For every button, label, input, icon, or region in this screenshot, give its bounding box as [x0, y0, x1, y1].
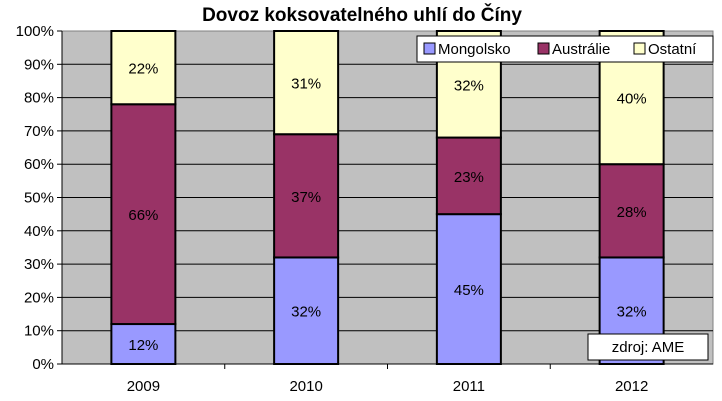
y-tick-label: 20%: [24, 289, 54, 306]
data-label: 45%: [454, 282, 484, 299]
data-label: 32%: [291, 304, 321, 321]
bar-mongolsko-2011: [435, 213, 502, 365]
data-label: 32%: [617, 304, 647, 321]
legend-swatch-ostatní: [633, 42, 646, 55]
y-tick-label: 50%: [24, 190, 54, 207]
y-tick-label: 70%: [24, 123, 54, 140]
legend-swatch-austrálie: [537, 42, 550, 55]
legend: [416, 35, 714, 63]
data-label: 28%: [617, 204, 647, 221]
y-tick-label: 10%: [24, 323, 54, 340]
y-tick-label: 90%: [24, 56, 54, 73]
data-label: 12%: [128, 337, 158, 354]
data-label: 40%: [617, 91, 647, 108]
source-annotation: zdroj: AME: [612, 339, 685, 356]
data-label: 31%: [291, 76, 321, 93]
bar-ostatní-2010: [273, 30, 340, 136]
bar-austrálie-2012: [598, 163, 665, 259]
bar-austrálie-2011: [435, 136, 502, 216]
y-tick-label: 0%: [32, 356, 54, 373]
legend-label: Ostatní: [648, 41, 697, 58]
x-tick-label: 2010: [289, 378, 322, 395]
bar-mongolsko-2010: [273, 256, 340, 365]
y-tick-label: 80%: [24, 90, 54, 107]
x-tick-label: 2012: [615, 378, 648, 395]
legend-label: Austrálie: [552, 41, 610, 58]
y-tick-label: 60%: [24, 156, 54, 173]
data-label: 22%: [128, 61, 158, 78]
data-label: 23%: [454, 169, 484, 186]
bar-austrálie-2009: [110, 103, 177, 326]
bar-austrálie-2010: [273, 133, 340, 259]
x-tick-label: 2009: [127, 378, 160, 395]
data-label: 37%: [291, 189, 321, 206]
y-tick-label: 40%: [24, 223, 54, 240]
bar-ostatní-2009: [110, 30, 177, 106]
data-label: 32%: [454, 77, 484, 94]
chart-title: Dovoz koksovatelného uhlí do Číny: [202, 4, 522, 26]
source-box: [587, 333, 709, 361]
legend-label: Mongolsko: [438, 41, 511, 58]
plot-area: 0% 10% 20% 30% 40% 50% 60% 70% 80% 90% 100% 12% 66% 2…: [16, 23, 714, 395]
x-tick-label: 2011: [453, 378, 485, 395]
y-tick-label: 100%: [16, 23, 54, 40]
y-tick-label: 30%: [24, 256, 54, 273]
data-label: 66%: [128, 207, 158, 224]
legend-swatch-mongolsko: [423, 42, 436, 55]
